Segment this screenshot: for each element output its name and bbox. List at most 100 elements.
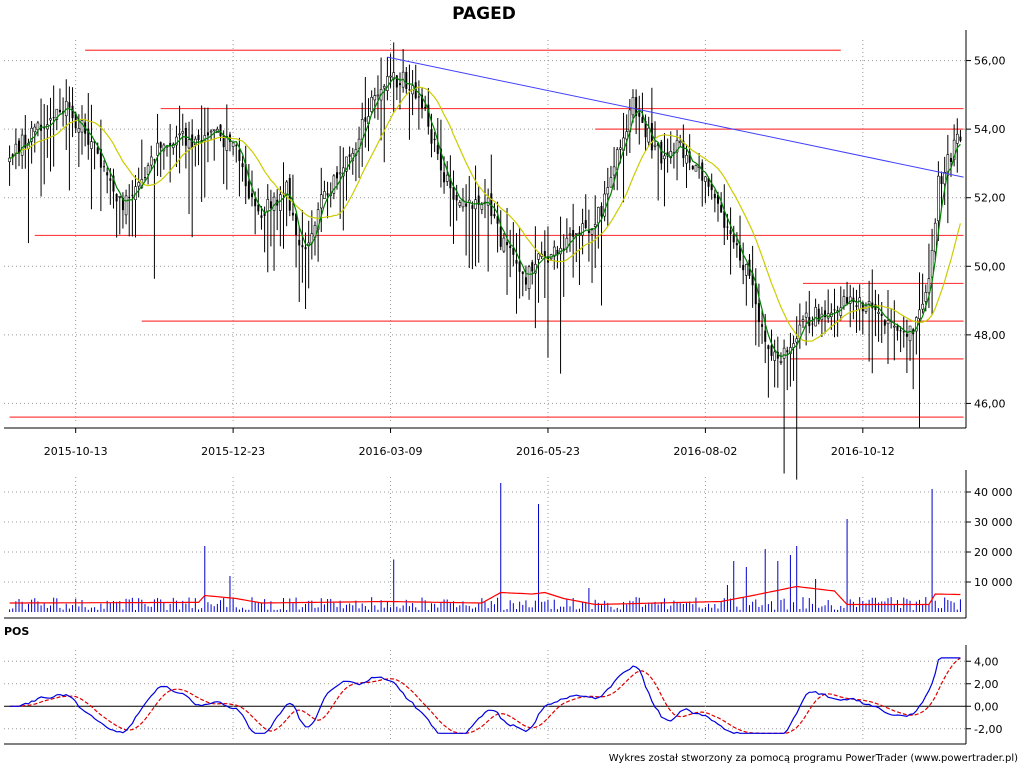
candle-body xyxy=(159,142,162,148)
candle-body xyxy=(578,232,581,236)
candle-body xyxy=(635,97,638,116)
candle-body xyxy=(58,109,61,113)
candle-body xyxy=(543,251,546,258)
candle-body xyxy=(348,154,351,157)
candle-body xyxy=(386,76,389,91)
candle-body xyxy=(36,122,40,131)
pos-ytick-label: 2,00 xyxy=(974,678,999,691)
candle-body xyxy=(382,86,386,89)
candle-body xyxy=(531,262,534,272)
pos-oscillator-line xyxy=(9,657,961,734)
candle-body xyxy=(169,142,172,146)
candle-body xyxy=(556,249,559,256)
candle-body xyxy=(52,117,55,119)
candle-body xyxy=(587,230,590,234)
candle-body xyxy=(874,304,877,311)
candle-body xyxy=(433,138,436,141)
candle-body xyxy=(880,314,883,316)
candle-body xyxy=(332,175,336,194)
candle-body xyxy=(364,117,367,122)
candle-body xyxy=(421,94,424,109)
candle-body xyxy=(701,162,704,181)
candle-body xyxy=(445,174,449,182)
candle-body xyxy=(175,136,178,146)
candle-body xyxy=(527,266,531,290)
candle-body xyxy=(779,360,783,363)
candle-body xyxy=(443,172,446,183)
candle-body xyxy=(430,129,433,144)
candle-body xyxy=(512,247,515,255)
candle-body xyxy=(915,317,918,332)
pos-lines xyxy=(9,657,961,734)
volume-ytick-label: 30 000 xyxy=(974,516,1013,529)
candle-body xyxy=(499,226,502,247)
candle-body xyxy=(707,178,710,187)
candle-body xyxy=(842,296,846,307)
candle-body xyxy=(128,196,131,198)
candle-body xyxy=(625,131,628,140)
candle-body xyxy=(723,211,726,228)
candle-body xyxy=(767,345,770,350)
candle-body xyxy=(90,141,93,149)
candle-body xyxy=(905,333,908,337)
candle-body xyxy=(298,239,301,246)
candle-body xyxy=(458,202,462,206)
candle-body xyxy=(181,131,185,134)
candle-body xyxy=(584,220,587,228)
candle-body xyxy=(937,175,940,222)
price-panel: 46,00 48,00 50,00 52,00 54,00 56,00 2015-10-13… xyxy=(4,30,1006,480)
candle-body xyxy=(660,141,663,164)
volume-ytick-label: 20 000 xyxy=(974,546,1013,559)
candle-body xyxy=(764,330,767,342)
candle-body xyxy=(933,222,937,253)
candle-body xyxy=(893,325,896,328)
candle-body xyxy=(200,140,203,142)
candle-body xyxy=(49,118,52,121)
candle-body xyxy=(644,121,647,138)
candle-body xyxy=(238,149,241,161)
candle-body xyxy=(657,142,660,146)
candle-body xyxy=(392,72,395,80)
candle-body xyxy=(581,223,584,236)
candle-body xyxy=(254,198,257,207)
candle-body xyxy=(949,158,952,162)
candle-body xyxy=(811,323,814,325)
candle-body xyxy=(398,83,401,86)
candle-body xyxy=(735,243,738,246)
candle-body xyxy=(471,205,474,209)
candle-body xyxy=(106,172,109,176)
candle-body xyxy=(326,193,329,196)
candle-body xyxy=(593,224,597,227)
candle-body xyxy=(436,145,439,154)
support-resistance-levels xyxy=(9,49,964,418)
candle-body xyxy=(11,154,14,158)
candle-body xyxy=(219,124,222,137)
volume-average-line xyxy=(9,585,961,606)
candle-body xyxy=(846,297,849,304)
candle-body xyxy=(924,292,928,302)
candle-body xyxy=(115,194,118,202)
candle-body xyxy=(669,150,673,159)
candle-body xyxy=(650,123,653,151)
candle-body xyxy=(729,230,732,235)
price-ytick-label: 50,00 xyxy=(974,260,1006,273)
chart-title: PAGED xyxy=(452,4,516,24)
candle-body xyxy=(682,140,685,159)
volume-ytick-label: 10 000 xyxy=(974,576,1013,589)
candle-body xyxy=(103,166,106,168)
candle-body xyxy=(395,75,398,88)
candle-body xyxy=(225,136,229,151)
candle-body xyxy=(465,203,468,207)
candle-body xyxy=(338,172,342,175)
date-tick-label: 2016-03-09 xyxy=(359,445,423,458)
candle-body xyxy=(235,145,238,147)
price-ytick-label: 52,00 xyxy=(974,192,1006,205)
volume-grid xyxy=(4,477,966,612)
candle-body xyxy=(156,142,159,156)
candle-body xyxy=(575,233,578,235)
candle-body xyxy=(20,134,24,156)
candle-body xyxy=(336,172,339,179)
candle-body xyxy=(524,277,527,285)
